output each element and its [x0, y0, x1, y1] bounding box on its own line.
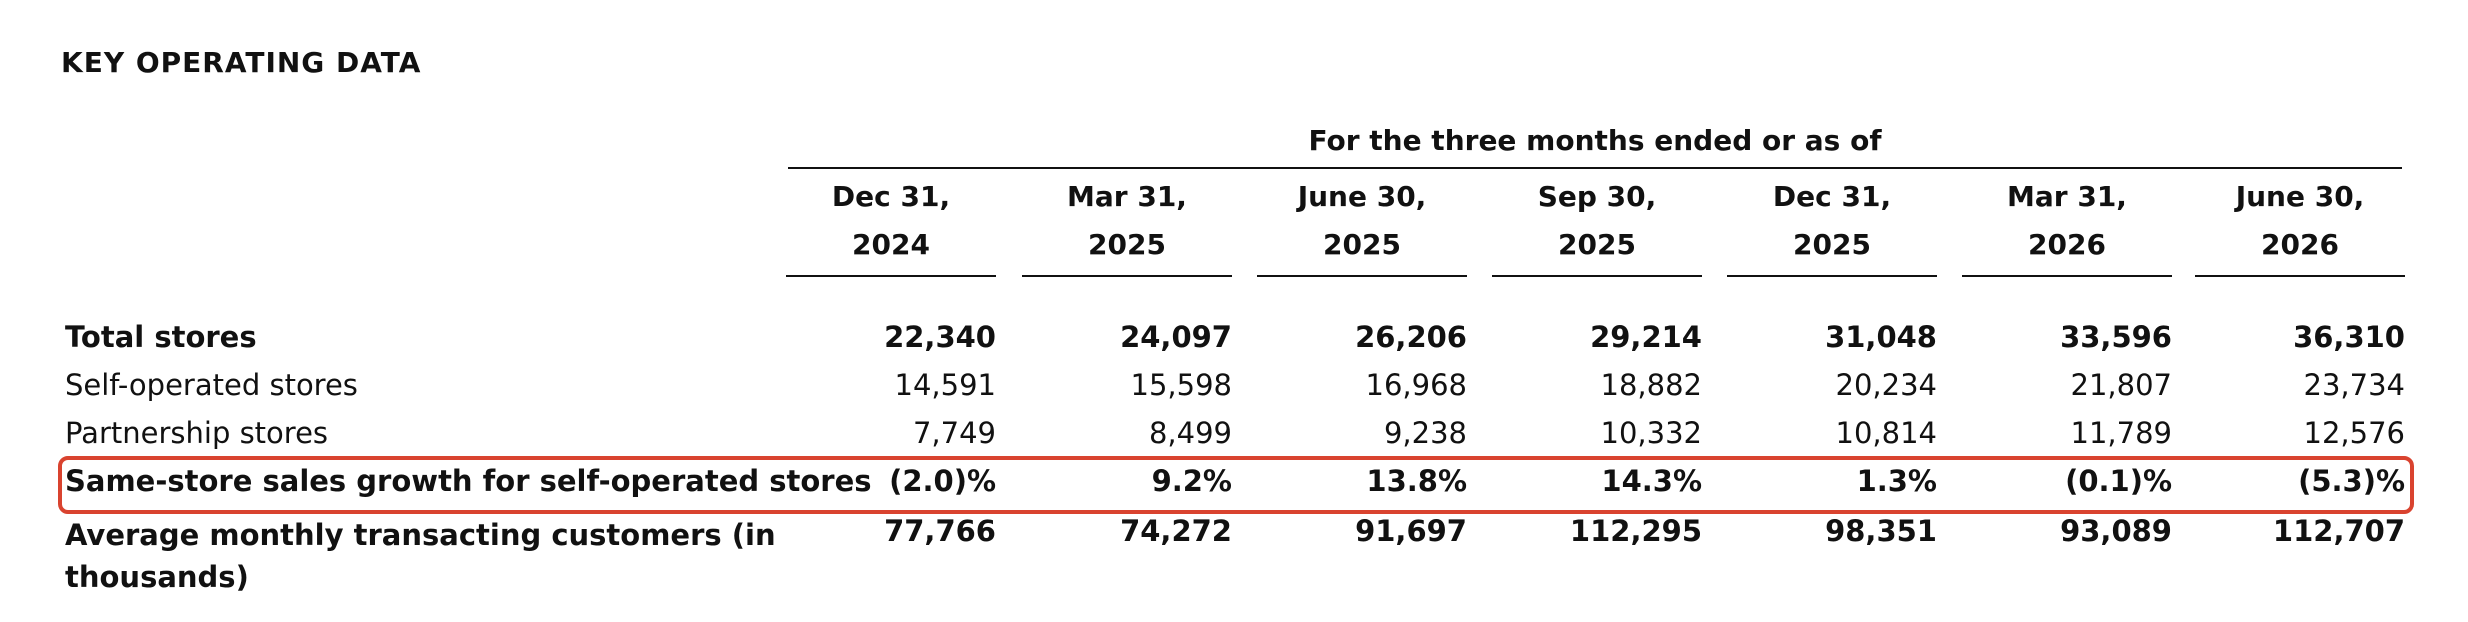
column-header-line2: 2026: [2028, 228, 2106, 261]
table-cell: 15,598: [1130, 368, 1232, 402]
table-cell: 33,596: [2060, 320, 2172, 354]
table-cell: 12,576: [2303, 416, 2405, 450]
column-header-rule: [1257, 275, 1467, 277]
table-cell: 11,789: [2070, 416, 2172, 450]
table-cell: 77,766: [884, 514, 996, 548]
row-label: Total stores: [65, 320, 257, 354]
column-header-line2: 2025: [1793, 228, 1871, 261]
table-cell: 22,340: [884, 320, 996, 354]
column-header: Mar 31, 2025: [1022, 173, 1232, 277]
table-cell: 93,089: [2060, 514, 2172, 548]
table-cell: 29,214: [1590, 320, 1702, 354]
column-header: June 30, 2025: [1257, 173, 1467, 277]
column-header-line1: Dec 31,: [831, 180, 951, 213]
column-header-line2: 2024: [852, 228, 930, 261]
table-cell: 36,310: [2293, 320, 2405, 354]
period-header: For the three months ended or as of: [1308, 124, 1882, 157]
column-header-rule: [1727, 275, 1937, 277]
column-header-line1: Mar 31,: [2007, 180, 2127, 213]
table-cell: 112,707: [2272, 514, 2405, 548]
table-cell: 9,238: [1383, 416, 1467, 450]
column-header: Sep 30, 2025: [1492, 173, 1702, 277]
column-header: June 30, 2026: [2195, 173, 2405, 277]
table-cell: 112,295: [1569, 514, 1702, 548]
column-header-line1: June 30,: [1297, 180, 1427, 213]
section-title: KEY OPERATING DATA: [61, 46, 422, 79]
column-header: Dec 31, 2025: [1727, 173, 1937, 277]
table-cell: 10,814: [1835, 416, 1937, 450]
table-cell: 20,234: [1835, 368, 1937, 402]
column-header-rule: [2195, 275, 2405, 277]
column-header-rule: [1022, 275, 1232, 277]
table-cell: 13.8%: [1366, 464, 1467, 498]
table-cell: 9.2%: [1151, 464, 1232, 498]
table-cell: 23,734: [2303, 368, 2405, 402]
column-header-line2: 2026: [2261, 228, 2339, 261]
column-header-line2: 2025: [1088, 228, 1166, 261]
table-cell: 24,097: [1120, 320, 1232, 354]
column-header-rule: [1962, 275, 2172, 277]
table-cell: 1.3%: [1856, 464, 1937, 498]
row-label: Same-store sales growth for self-operate…: [65, 464, 872, 498]
column-header-rule: [1492, 275, 1702, 277]
table-cell: 98,351: [1825, 514, 1937, 548]
table-cell: 91,697: [1355, 514, 1467, 548]
column-header-line1: Mar 31,: [1067, 180, 1187, 213]
highlight-box: [58, 456, 2414, 514]
column-header: Mar 31, 2026: [1962, 173, 2172, 277]
column-header-line1: June 30,: [2235, 180, 2365, 213]
table-cell: 14.3%: [1601, 464, 1702, 498]
row-label: Average monthly transacting customers (i…: [65, 518, 776, 594]
table-cell: (5.3)%: [2298, 464, 2405, 498]
column-header: Dec 31, 2024: [786, 173, 996, 277]
table-cell: 10,332: [1600, 416, 1702, 450]
column-header-line1: Dec 31,: [1772, 180, 1892, 213]
table-cell: 74,272: [1120, 514, 1232, 548]
row-label: Partnership stores: [65, 416, 329, 450]
row-label: Self-operated stores: [65, 368, 358, 402]
table-cell: 14,591: [894, 368, 996, 402]
table-cell: 31,048: [1825, 320, 1937, 354]
table-cell: 21,807: [2070, 368, 2172, 402]
table-cell: 18,882: [1600, 368, 1702, 402]
column-header-line1: Sep 30,: [1537, 180, 1657, 213]
column-header-line2: 2025: [1323, 228, 1401, 261]
column-header-rule: [786, 275, 996, 277]
table-cell: (2.0)%: [889, 464, 996, 498]
table-cell: 26,206: [1355, 320, 1467, 354]
table-cell: (0.1)%: [2065, 464, 2172, 498]
table-cell: 8,499: [1148, 416, 1232, 450]
table-cell: 16,968: [1365, 368, 1467, 402]
table-cell: 7,749: [912, 416, 996, 450]
column-header-line2: 2025: [1558, 228, 1636, 261]
period-header-rule: [788, 167, 2402, 169]
